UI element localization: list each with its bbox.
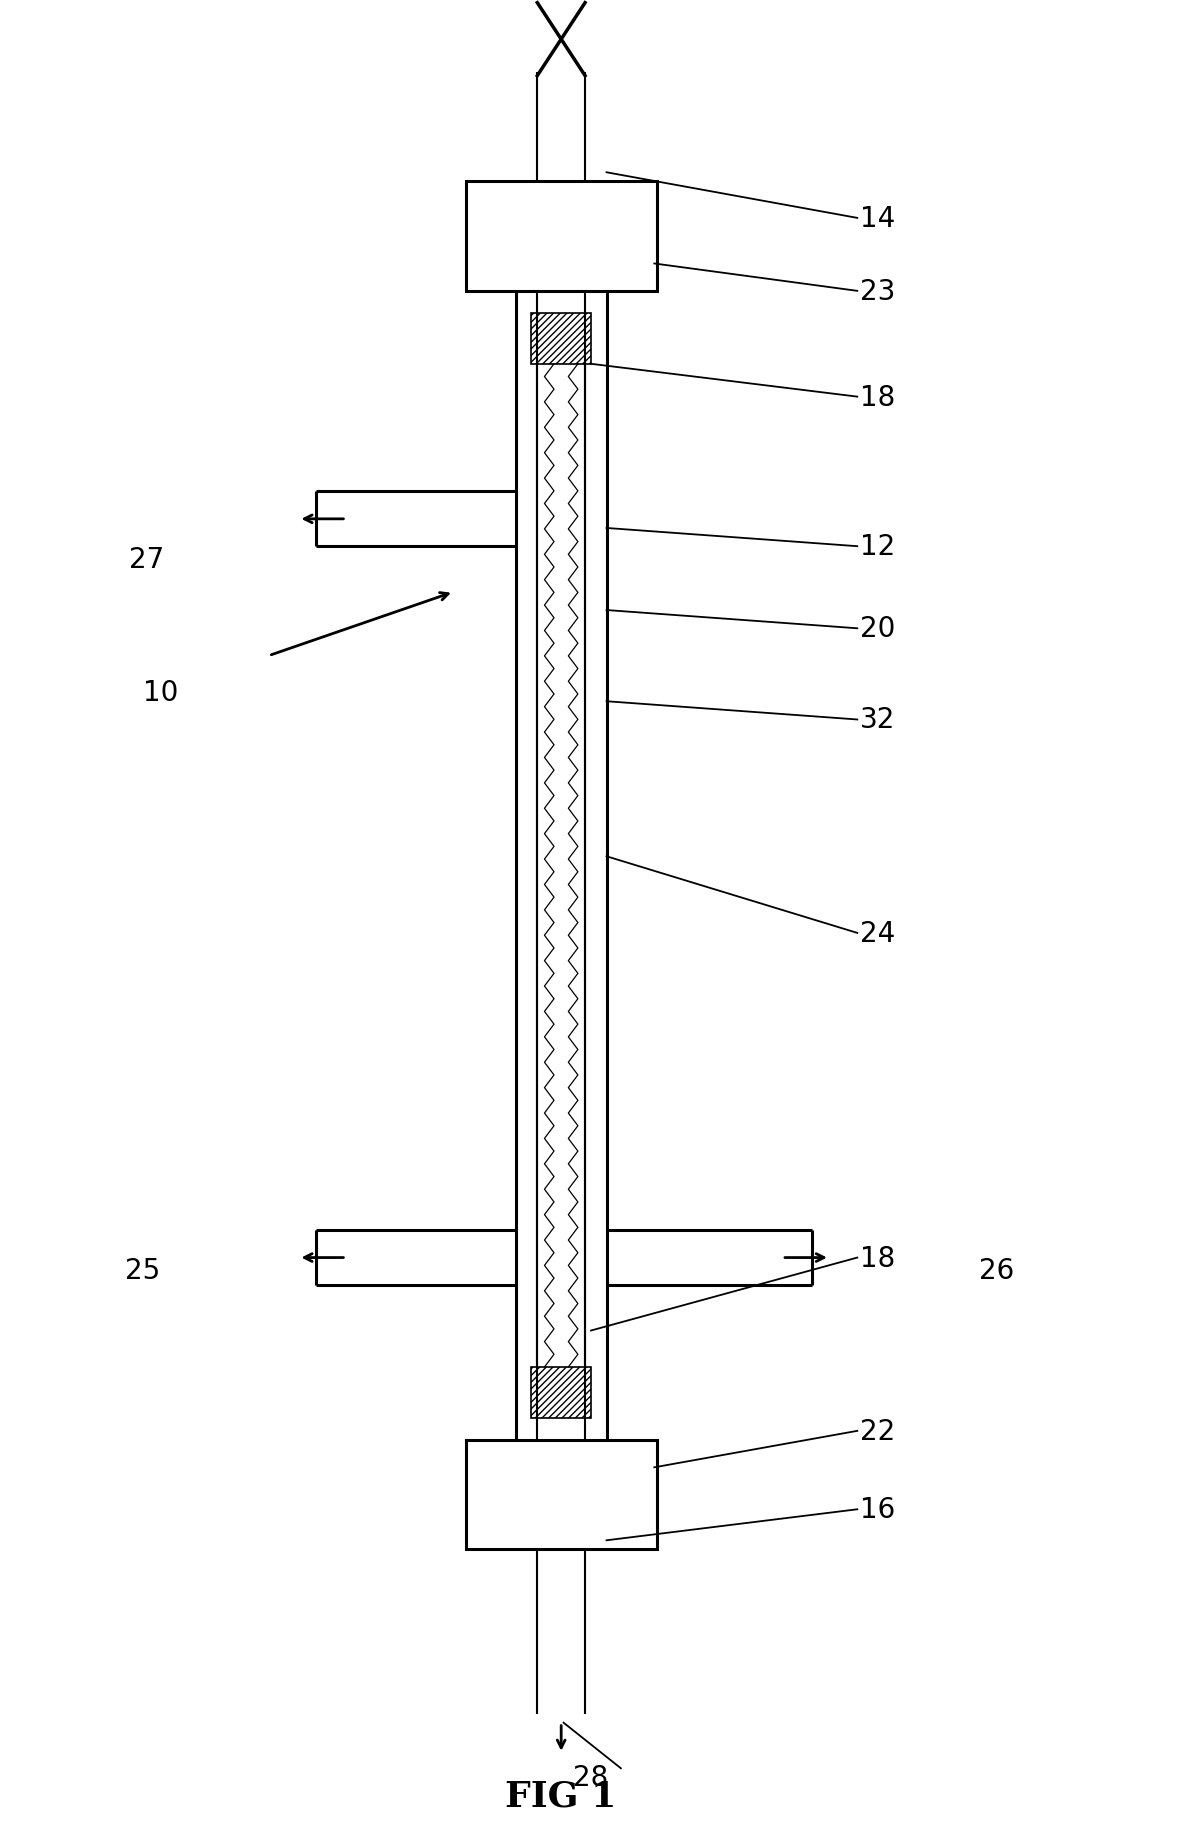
Text: 23: 23 [860,277,896,306]
Text: 14: 14 [860,204,896,233]
Text: 28: 28 [573,1763,609,1792]
Bar [531,314,591,365]
Text: 25: 25 [125,1256,161,1285]
Text: 24: 24 [860,919,896,948]
Text: FIG 1: FIG 1 [505,1779,617,1812]
Bar [531,1367,591,1418]
Text: 22: 22 [860,1416,896,1446]
Bar [466,1440,657,1550]
Text: 27: 27 [129,545,165,574]
Bar [466,182,657,292]
Text: 26: 26 [979,1256,1015,1285]
Text: 16: 16 [860,1495,896,1524]
Text: 18: 18 [860,1243,896,1272]
Text: 12: 12 [860,532,896,561]
Text: 18: 18 [860,383,896,412]
Text: 20: 20 [860,614,896,644]
Text: 10: 10 [143,678,179,707]
Text: 32: 32 [860,706,896,735]
